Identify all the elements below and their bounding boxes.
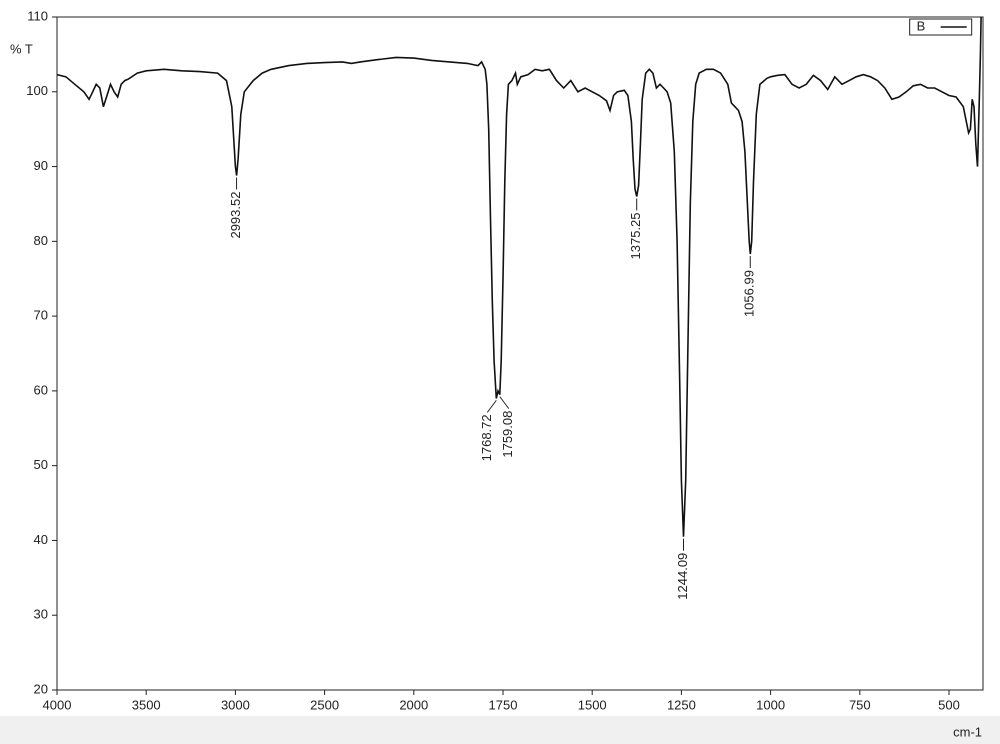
x-tick-label: 2500 — [310, 697, 339, 712]
x-axis-label: cm-1 — [953, 724, 982, 739]
x-tick-label: 1500 — [578, 697, 607, 712]
x-tick-label: 750 — [849, 697, 871, 712]
y-axis-label: % T — [10, 41, 33, 56]
peak-label: 1375.25 — [628, 212, 643, 259]
peak-label: 2993.52 — [228, 192, 243, 239]
y-tick-label: 90 — [34, 158, 48, 173]
peak-leader — [486, 400, 497, 413]
peak-leader — [499, 396, 510, 409]
y-tick-label: 60 — [34, 382, 48, 397]
peak-label: 1244.09 — [675, 553, 690, 600]
y-tick-label: 50 — [34, 457, 48, 472]
status-strip — [0, 716, 1000, 744]
y-tick-label: 20 — [34, 681, 48, 696]
peak-label: 1759.08 — [500, 411, 515, 458]
x-tick-label: 1750 — [489, 697, 518, 712]
peak-label: 1056.99 — [742, 270, 757, 317]
y-tick-label: 40 — [34, 532, 48, 547]
x-tick-label: 3500 — [132, 697, 161, 712]
y-tick-label: 100 — [26, 83, 48, 98]
x-tick-label: 1000 — [756, 697, 785, 712]
x-tick-label: 1250 — [667, 697, 696, 712]
y-tick-label: 110 — [27, 8, 48, 23]
peak-label: 1768.72 — [479, 414, 494, 461]
y-tick-label: 70 — [34, 308, 48, 323]
y-tick-label: 30 — [34, 607, 48, 622]
x-tick-label: 2000 — [399, 697, 428, 712]
spectrum-line — [56, 16, 982, 537]
x-tick-label: 500 — [938, 697, 960, 712]
plot-frame — [56, 16, 984, 691]
legend-label: B — [917, 18, 926, 33]
x-tick-label: 3000 — [221, 697, 250, 712]
x-tick-label: 4000 — [43, 697, 72, 712]
y-tick-label: 80 — [34, 233, 48, 248]
